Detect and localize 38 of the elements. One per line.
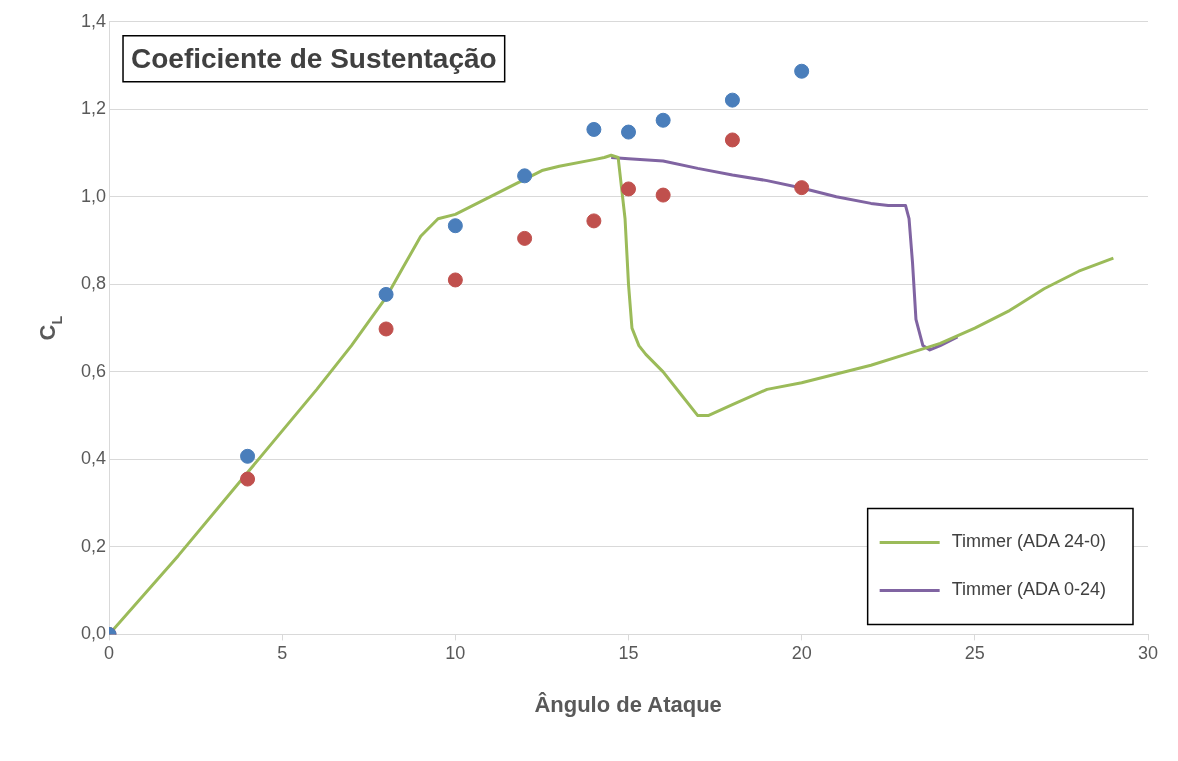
y-tick-label: 0,6 (80, 360, 107, 381)
legend-label: Timmer (ADA 24-0) (951, 531, 1107, 552)
point (586, 213, 602, 229)
x-axis-title: Ângulo de Ataque (534, 692, 722, 718)
x-tick-label: 15 (618, 643, 639, 664)
y-tick-label: 1,0 (80, 185, 107, 206)
point (517, 168, 533, 184)
y-tick-label: 1,4 (80, 10, 107, 31)
legend-label: Timmer (ADA 0-24) (951, 579, 1107, 600)
point (447, 218, 463, 234)
x-tick-label: 20 (791, 643, 812, 664)
y-tick-label: 1,2 (80, 98, 107, 119)
point (378, 321, 394, 337)
point (621, 181, 637, 197)
x-tick-label: 5 (277, 643, 288, 664)
point (240, 471, 256, 487)
point (794, 63, 810, 79)
text: Coeficiente de Sustentação (131, 42, 497, 74)
point (724, 92, 740, 108)
x-tick-label: 30 (1137, 643, 1159, 664)
y-tick-label: 0,0 (80, 623, 107, 644)
y-tick-label: 0,4 (80, 448, 107, 469)
point (378, 286, 394, 302)
point (655, 112, 671, 128)
point (517, 230, 533, 246)
point (794, 180, 810, 196)
x-tick-label: 10 (445, 643, 466, 664)
x-tick-label: 25 (964, 643, 985, 664)
y-axis-title: CL (35, 315, 65, 341)
point (447, 272, 463, 288)
point (724, 132, 740, 148)
x-tick-label: 0 (104, 643, 115, 664)
y-tick-label: 0,2 (80, 535, 107, 556)
point (655, 187, 671, 203)
y-tick-label: 0,8 (80, 273, 107, 294)
point (586, 121, 602, 137)
point (240, 448, 256, 464)
point (621, 124, 637, 140)
